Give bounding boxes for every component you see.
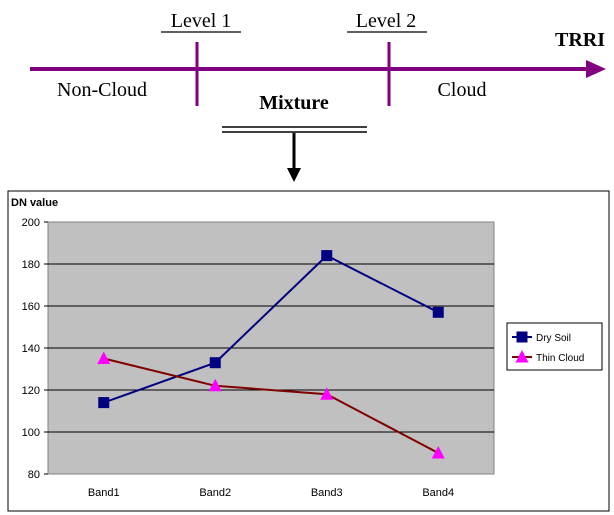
x-tick-label-band3: Band3	[311, 487, 343, 499]
line-chart: DN value 80 100 120 140 160 180 200 Band1 Band2…	[7, 190, 610, 512]
legend-marker-thin-cloud	[515, 350, 529, 363]
legend-items: Dry Soil Thin Cloud	[512, 331, 584, 364]
series-thin-cloud	[97, 351, 445, 459]
legend-label-dry-soil: Dry Soil	[536, 333, 571, 344]
series-layer	[97, 250, 445, 459]
data-point-dry-soil-band2	[209, 357, 221, 369]
y-tick-label-200: 200	[22, 217, 40, 229]
legend: Dry Soil Thin Cloud	[506, 322, 603, 371]
data-point-dry-soil-band3	[321, 250, 333, 262]
x-tick-label-band4: Band4	[422, 487, 454, 499]
trri-scale-diagram: Level 1 Level 2 TRRI Non-Cloud Cloud Mix…	[30, 10, 606, 182]
data-point-thin-cloud-band1	[97, 351, 111, 364]
legend-marker-dry-soil	[516, 331, 528, 343]
y-tick-label-80: 80	[28, 469, 40, 481]
y-tick-labels: 80 100 120 140 160 180 200	[22, 217, 48, 481]
y-tick-label-140: 140	[22, 343, 40, 355]
trri-label: TRRI	[555, 29, 605, 51]
series-line-thin-cloud	[103, 357, 439, 454]
legend-item-dry-soil: Dry Soil	[512, 331, 571, 344]
y-tick-label-100: 100	[22, 427, 40, 439]
y-tick-label-120: 120	[22, 385, 40, 397]
series-dry-soil	[98, 250, 444, 409]
y-tick-label-160: 160	[22, 301, 40, 313]
level2-label: Level 2	[356, 10, 417, 32]
y-tick-label-180: 180	[22, 259, 40, 271]
non-cloud-label: Non-Cloud	[57, 79, 147, 101]
legend-item-thin-cloud: Thin Cloud	[512, 350, 584, 364]
down-arrowhead	[287, 168, 301, 182]
mixture-label: Mixture	[259, 92, 329, 114]
data-point-thin-cloud-band4	[431, 446, 445, 459]
series-line-dry-soil	[103, 254, 439, 404]
level1-label: Level 1	[171, 10, 232, 32]
x-tick-label-band1: Band1	[88, 487, 120, 499]
data-point-dry-soil-band4	[432, 306, 444, 318]
cloud-label: Cloud	[438, 79, 487, 101]
data-point-thin-cloud-band3	[320, 387, 334, 400]
x-tick-labels: Band1 Band2 Band3 Band4	[88, 487, 454, 499]
trri-arrowhead	[586, 60, 606, 78]
y-axis-title: DN value	[11, 197, 58, 209]
x-tick-label-band2: Band2	[199, 487, 231, 499]
legend-label-thin-cloud: Thin Cloud	[536, 353, 584, 364]
data-point-thin-cloud-band2	[208, 378, 222, 392]
data-point-dry-soil-band1	[98, 397, 110, 409]
